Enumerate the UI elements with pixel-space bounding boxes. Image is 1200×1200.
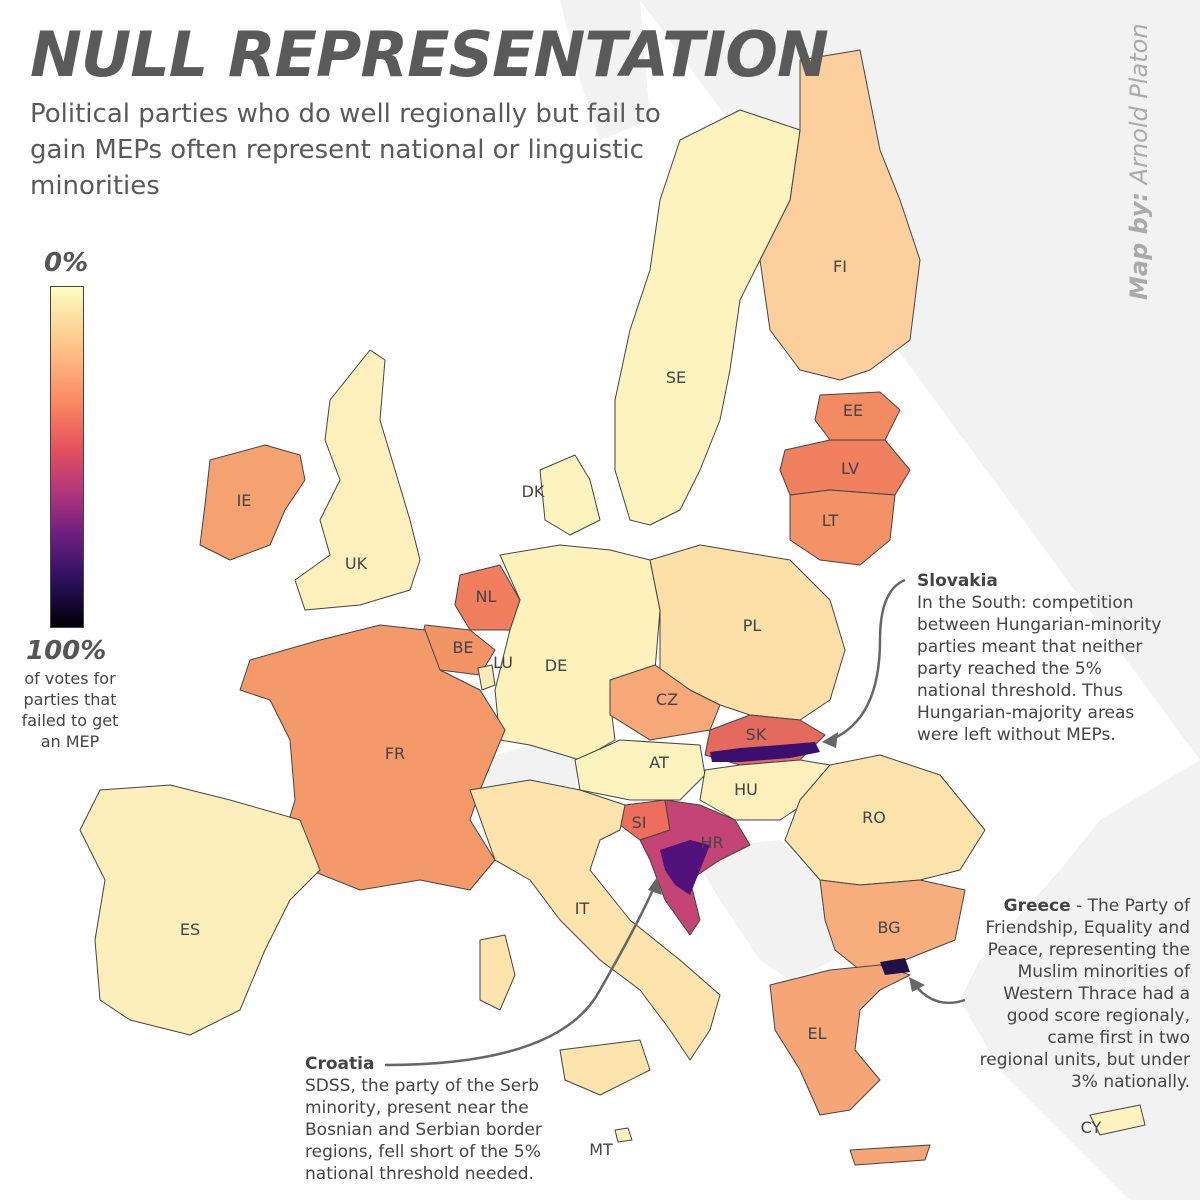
label-SI: SI (632, 813, 647, 832)
country-LU (477, 664, 496, 691)
non-eu-land (640, 0, 1200, 1200)
country-SE (614, 109, 801, 526)
label-EE: EE (843, 401, 863, 420)
legend-bottom-label: 100% (26, 636, 107, 666)
label-DE: DE (545, 656, 567, 675)
label-FI: FI (833, 257, 847, 276)
label-LV: LV (841, 459, 859, 478)
country-IT-sardinia (479, 934, 516, 1011)
annotation-slovakia-heading: Slovakia (917, 571, 998, 591)
annotation-croatia: Croatia SDSS, the party of the Serb mino… (305, 1053, 575, 1185)
annotation-croatia-text: SDSS, the party of the Serb minority, pr… (305, 1076, 542, 1184)
annotation-greece-heading: Greece (1003, 896, 1071, 916)
arrowhead-greece (909, 977, 925, 992)
arrowhead-slovakia (822, 732, 838, 748)
country-UK (294, 349, 421, 611)
arrow-greece (914, 984, 966, 1005)
hotspot-thrace (880, 958, 910, 975)
label-LU: LU (493, 653, 513, 672)
label-RO: RO (862, 808, 886, 827)
credit-prefix: Map by: (1125, 191, 1153, 300)
annotation-croatia-heading: Croatia (305, 1054, 375, 1074)
label-HU: HU (734, 780, 758, 799)
label-BE: BE (452, 638, 473, 657)
label-IE: IE (237, 491, 252, 510)
label-SE: SE (666, 368, 686, 387)
non-eu-land-north (560, 0, 650, 140)
legend-description: of votes for parties that failed to get … (21, 669, 119, 751)
country-MT (614, 1127, 633, 1143)
arrowhead-croatia (648, 877, 662, 895)
map-subtitle: Political parties who do well regionally… (30, 99, 661, 201)
annotation-greece: Greece - The Party of Friendship, Equali… (975, 895, 1190, 1093)
arrow-croatia (384, 884, 657, 1067)
country-FR (239, 624, 506, 891)
legend-top-label: 0% (44, 248, 89, 278)
legend-color-bar (50, 286, 84, 628)
country-AT (574, 739, 706, 801)
annotation-slovakia-text: In the South: competition between Hungar… (917, 593, 1162, 745)
label-NL: NL (476, 587, 497, 606)
label-SK: SK (746, 725, 767, 744)
label-CZ: CZ (656, 690, 678, 709)
country-EL (769, 964, 911, 1116)
label-CY: CY (1081, 1118, 1102, 1137)
country-IT-sicily (559, 1039, 651, 1096)
label-HR: HR (700, 833, 723, 852)
label-BG: BG (877, 918, 900, 937)
label-MT: MT (589, 1140, 613, 1159)
label-ES: ES (180, 920, 200, 939)
label-EL: EL (807, 1024, 826, 1043)
country-EL-crete (849, 1144, 931, 1166)
country-CY (1089, 1104, 1146, 1136)
label-LT: LT (822, 511, 839, 530)
map-credit: Map by: Arnold Platon (1125, 23, 1153, 300)
hotspot-croatia-border (660, 840, 710, 895)
label-DK: DK (522, 482, 545, 501)
country-DK (539, 454, 601, 536)
annotation-slovakia: Slovakia In the South: competition betwe… (917, 570, 1167, 746)
country-ES (79, 784, 321, 1036)
country-IT (469, 779, 721, 1061)
map-title: NULL REPRESENTATION (30, 18, 829, 91)
credit-name: Arnold Platon (1125, 23, 1153, 185)
label-IT: IT (575, 899, 590, 918)
label-FR: FR (385, 744, 405, 763)
country-BG (819, 879, 966, 971)
annotation-greece-text: - The Party of Friendship, Equality and … (979, 896, 1190, 1092)
country-LT (789, 489, 896, 566)
country-DE (494, 544, 661, 761)
arrow-slovakia (829, 578, 906, 742)
non-eu-land-balkans (690, 840, 835, 980)
label-PL: PL (743, 616, 762, 635)
country-labels: FI SE EE LV LT DK IE UK NL BE LU DE PL C… (180, 257, 1102, 1159)
hotspot-slovakia-south (710, 742, 820, 762)
country-IE (199, 444, 306, 561)
label-AT: AT (649, 753, 669, 772)
label-UK: UK (345, 554, 368, 573)
country-CZ (609, 664, 721, 741)
